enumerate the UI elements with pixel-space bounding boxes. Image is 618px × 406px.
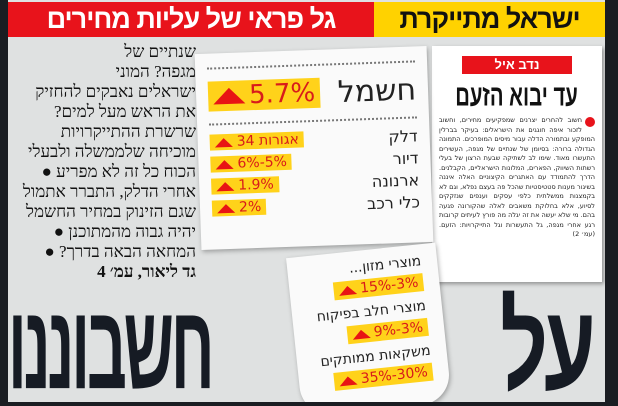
receipt-value-text: 6%-5% (237, 153, 288, 172)
article-body-wrap: חשוב להחרים יצרנים שמפקיעים מחירים, וחשו… (439, 116, 595, 240)
lead-line: שנתיים של (124, 42, 196, 61)
article-author: נדב איל (462, 56, 572, 74)
article-title-wrap: עד יבוא הזעם (439, 77, 595, 113)
up-arrow-icon (212, 87, 246, 105)
receipt-label: דלק (388, 125, 418, 146)
lead-line: הכוח כל זה לא מפריע ● (41, 162, 196, 181)
main-headline-word-1: על (500, 280, 596, 402)
receipt-label: חשמל (337, 71, 417, 110)
lead-line: המחאה הבאה בדרך? ● (44, 242, 196, 261)
lead-byline: גד ליאור, עמ׳ 4 (97, 262, 196, 281)
lead-line: אחרי הדלק, התברר אתמול (22, 182, 196, 201)
divider (209, 116, 418, 126)
up-arrow-icon (215, 159, 234, 169)
up-arrow-icon (216, 181, 235, 191)
receipt-value-text: 15%-3% (359, 274, 420, 297)
divider (207, 60, 416, 70)
bullet-arrow-icon (585, 117, 595, 127)
up-arrow-icon (338, 375, 358, 386)
up-arrow-icon (214, 137, 233, 147)
lead-line: מגפה? המוני (115, 62, 196, 81)
lead-line: מוכיחה שלממשלה ולבעלי (28, 142, 196, 161)
receipt-value: 34 אגורות (209, 131, 305, 151)
receipt-label: ארנונה (371, 169, 420, 191)
kicker-banner: ישראל מתייקרת (374, 2, 605, 37)
opinion-article: נדב איל עד יבוא הזעם חשוב להחרים יצרנים … (432, 46, 602, 282)
receipt-value-text: 2% (238, 198, 262, 216)
lead-line: ישראלים נאבקים להחזיק (35, 82, 196, 101)
receipt-value-text: 35%-30% (359, 364, 429, 388)
receipt-value: 2% (211, 198, 267, 217)
price-receipt: חשמל 5.7% דלק 34 אגורות דיור 6%-5% ארנונה 1… (194, 46, 434, 250)
lead-line: יהיה גבוה מהמתוכנן ● (53, 222, 196, 241)
price-receipt-curl: מוצרי מזון... 15%-3% מוצרי חלב בפיקוח 9%… (286, 242, 452, 402)
receipt-value-text: 34 אגורות (236, 131, 300, 150)
receipt-value-text: 5.7% (248, 77, 316, 111)
up-arrow-icon (351, 328, 371, 340)
lead-text: שנתיים של מגפה? המוני ישראלים נאבקים להח… (12, 42, 196, 282)
receipt-label: כלי רכב (366, 191, 421, 213)
lead-line: שגם הזינוק במחיר החשמל (26, 202, 196, 221)
up-arrow-icon (337, 284, 357, 296)
receipt-value: 6%-5% (210, 153, 293, 173)
front-page: גל פראי של עליות מחירים ישראל מתייקרת שנ… (8, 0, 605, 402)
receipt-value: 5.7% (207, 77, 321, 112)
article-body: חשוב להחרים יצרנים שמפקיעים מחירים, וחשו… (439, 116, 595, 238)
receipt-value-text: 1.9% (237, 176, 275, 194)
receipt-label: דיור (392, 147, 419, 168)
main-headline-word-2: חשבוננו (8, 280, 215, 402)
lead-line: את הראש מעל למים? (54, 102, 196, 121)
receipt-value-text: 9%-3% (372, 319, 424, 341)
up-arrow-icon (216, 203, 236, 213)
article-title: עד יבוא הזעם (455, 77, 579, 113)
lead-line: שרשרת ההתייקרויות (60, 122, 196, 141)
receipt-value: 1.9% (211, 176, 280, 195)
headline-banner: גל פראי של עליות מחירים (8, 2, 374, 37)
receipt-row-main: חשמל 5.7% (207, 68, 417, 117)
